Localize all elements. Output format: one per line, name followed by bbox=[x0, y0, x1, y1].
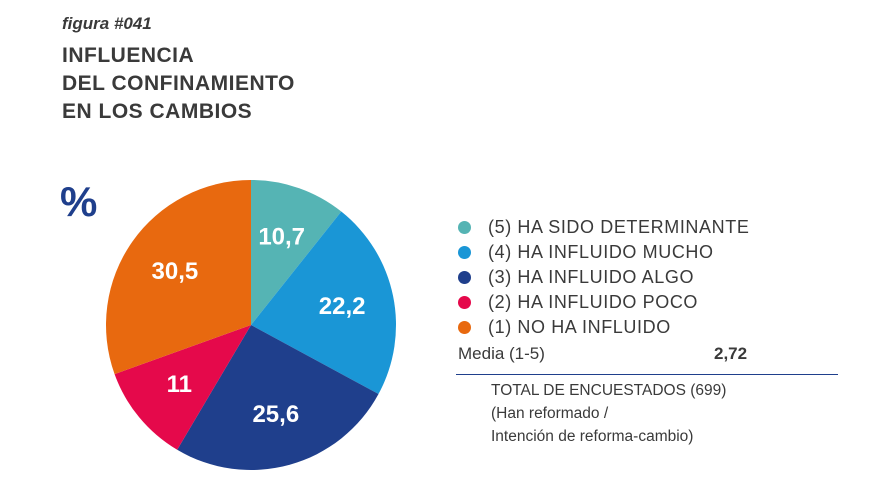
pie-slice-label-3: 25,6 bbox=[252, 401, 299, 428]
media-value: 2,72 bbox=[714, 344, 748, 363]
total-line-1: TOTAL DE ENCUESTADOS (699) bbox=[491, 382, 727, 399]
legend-swatch bbox=[458, 271, 471, 284]
pie-slice-3 bbox=[177, 325, 379, 470]
unit-label: % bbox=[60, 178, 98, 225]
legend-label: (1) NO HA INFLUIDO bbox=[488, 317, 671, 337]
pie-slice-label-1: 30,5 bbox=[152, 258, 199, 285]
legend-swatch bbox=[458, 296, 471, 309]
title-line-2: DEL CONFINAMIENTO bbox=[62, 72, 295, 95]
legend-swatch bbox=[458, 246, 471, 259]
media-row: Media (1-5) 2,72 bbox=[458, 340, 838, 366]
legend-item-1: (1) NO HA INFLUIDO bbox=[458, 315, 749, 340]
title-line-1: INFLUENCIA bbox=[62, 44, 195, 67]
legend-item-3: (3) HA INFLUIDO ALGO bbox=[458, 265, 749, 290]
figure-label: figura #041 bbox=[62, 14, 152, 33]
media-label: Media (1-5) bbox=[458, 344, 545, 363]
pie-chart: 10,7 22,2 25,6 11 30,5 bbox=[105, 180, 396, 470]
chart-title: INFLUENCIA DEL CONFINAMIENTO EN LOS CAMB… bbox=[62, 42, 295, 126]
pie-slice-1 bbox=[105, 180, 251, 375]
legend-label: (2) HA INFLUIDO POCO bbox=[488, 292, 699, 312]
legend: (5) HA SIDO DETERMINANTE (4) HA INFLUIDO… bbox=[458, 215, 749, 340]
total-line-2: (Han reformado / bbox=[491, 405, 609, 422]
pie-slice-label-5: 10,7 bbox=[258, 224, 305, 251]
divider bbox=[456, 374, 838, 375]
pie-slice-2 bbox=[114, 325, 251, 450]
pie-slice-label-2: 11 bbox=[167, 371, 192, 398]
pie-slice-label-4: 22,2 bbox=[319, 293, 366, 320]
legend-label: (4) HA INFLUIDO MUCHO bbox=[488, 242, 714, 262]
legend-swatch bbox=[458, 221, 471, 234]
legend-label: (3) HA INFLUIDO ALGO bbox=[488, 267, 695, 287]
pie-slice-4 bbox=[251, 211, 396, 395]
total-respondents: TOTAL DE ENCUESTADOS (699) (Han reformad… bbox=[491, 379, 726, 448]
total-line-3: Intención de reforma-cambio) bbox=[491, 428, 694, 445]
legend-item-4: (4) HA INFLUIDO MUCHO bbox=[458, 240, 749, 265]
pie-slice-5 bbox=[251, 180, 342, 325]
legend-swatch bbox=[458, 321, 471, 334]
legend-item-2: (2) HA INFLUIDO POCO bbox=[458, 290, 749, 315]
legend-item-5: (5) HA SIDO DETERMINANTE bbox=[458, 215, 749, 240]
title-line-3: EN LOS CAMBIOS bbox=[62, 100, 253, 123]
legend-label: (5) HA SIDO DETERMINANTE bbox=[488, 217, 750, 237]
